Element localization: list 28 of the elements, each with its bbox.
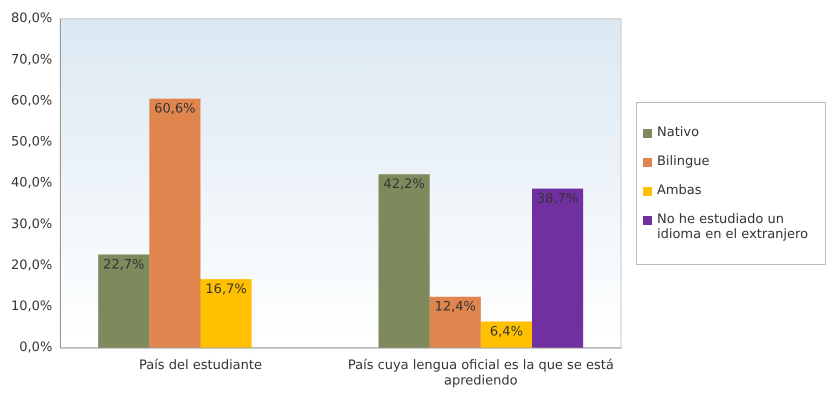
x-tick-label: País del estudiante <box>138 358 262 373</box>
bar <box>378 174 430 348</box>
y-tick-label: 40,0% <box>10 176 52 191</box>
y-tick-label: 0,0% <box>19 340 52 356</box>
data-label: 12,4% <box>434 300 476 315</box>
data-label: 22,7% <box>103 257 144 272</box>
y-tick-label: 70,0% <box>10 52 52 68</box>
data-label: 16,7% <box>205 282 247 297</box>
data-label: 60,6% <box>154 101 196 116</box>
y-tick-label: 10,0% <box>10 299 52 314</box>
x-tick-label: País cuya lengua oficial es la que se está aprediendo <box>348 358 614 389</box>
bar <box>149 98 200 348</box>
legend-label: No he estudiado un idioma en el extranjero <box>657 212 810 242</box>
y-tick-label: 60,0% <box>10 93 52 108</box>
y-tick-label: 80,0% <box>10 11 52 26</box>
bar <box>532 188 584 348</box>
legend-label: Ambas <box>657 183 702 198</box>
legend-label: Bilingue <box>657 154 710 169</box>
y-tick-label: 30,0% <box>10 216 52 232</box>
bar <box>430 296 481 348</box>
legend-label: Nativo <box>657 125 700 140</box>
bar <box>200 279 252 348</box>
data-label: 42,2% <box>383 177 425 192</box>
y-tick-label: 20,0% <box>10 258 52 273</box>
y-tick-label: 50,0% <box>10 134 52 150</box>
data-label: 38,7% <box>536 192 578 207</box>
data-label: 6,4% <box>490 324 523 340</box>
bar <box>98 254 150 348</box>
